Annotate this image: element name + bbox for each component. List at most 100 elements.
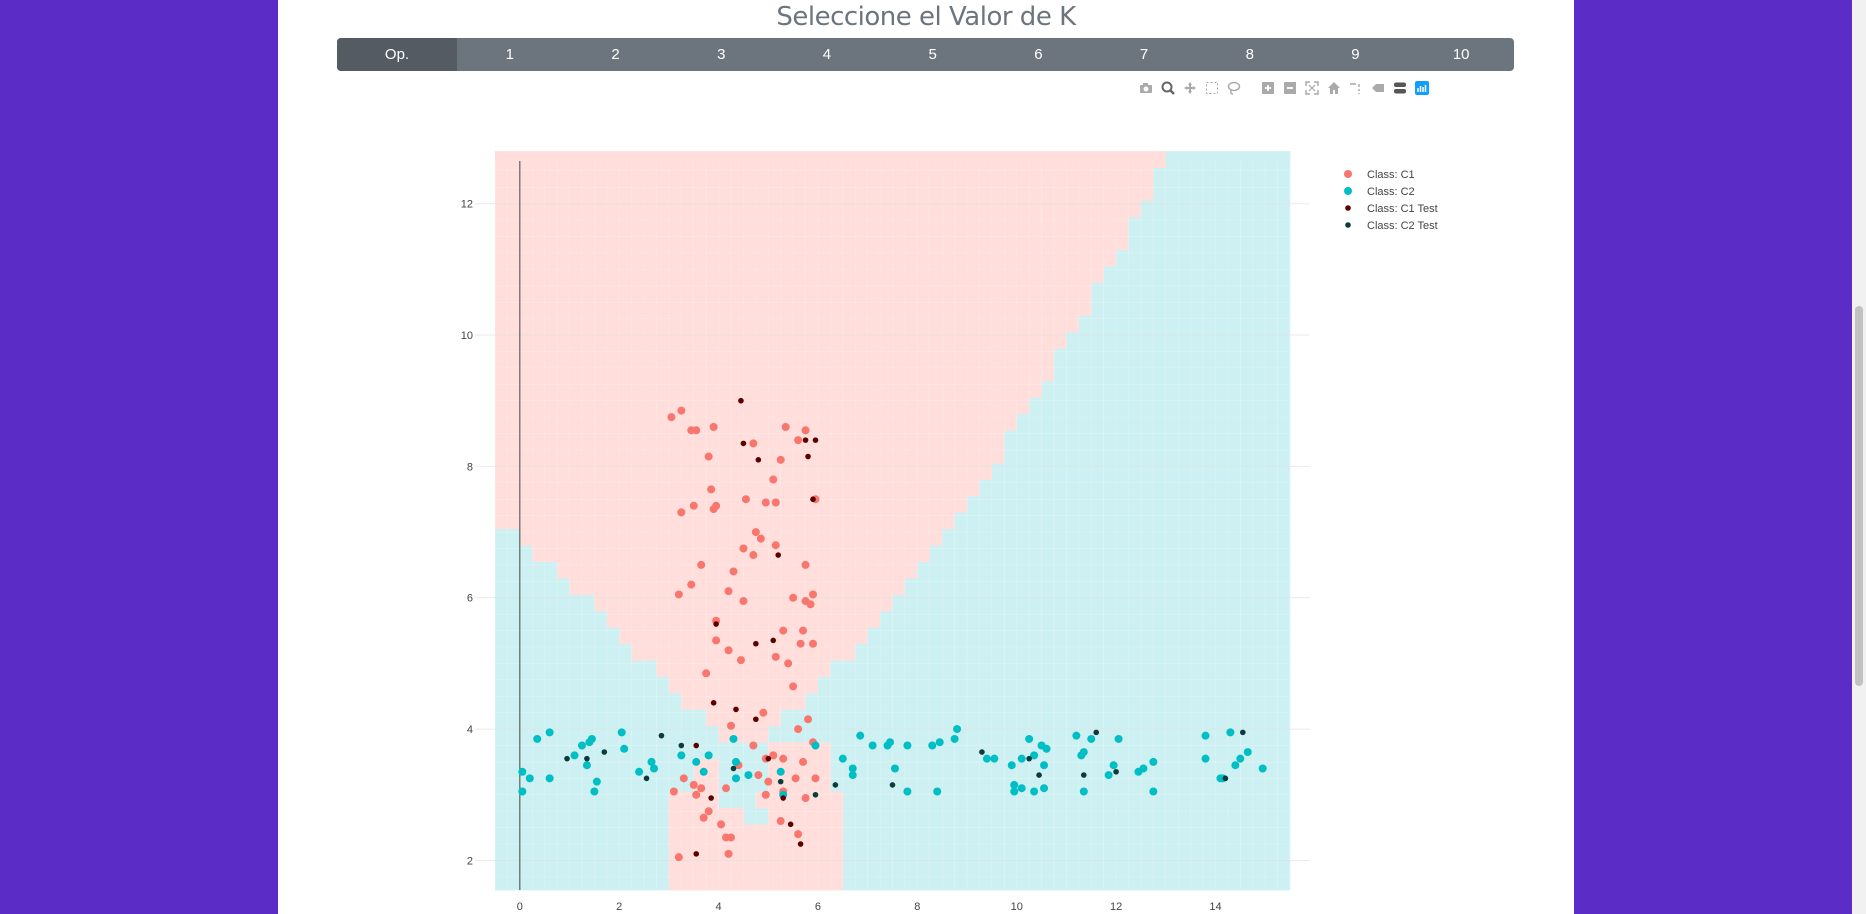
- scatter-point[interactable]: [779, 754, 788, 763]
- scatter-point[interactable]: [779, 626, 788, 635]
- scatter-point[interactable]: [620, 744, 629, 753]
- scatter-point[interactable]: [928, 741, 937, 750]
- legend-marker[interactable]: [1345, 222, 1351, 228]
- scatter-point[interactable]: [1017, 784, 1026, 793]
- scatter-point[interactable]: [741, 495, 750, 504]
- scatter-point[interactable]: [799, 757, 808, 766]
- scatter-point[interactable]: [650, 764, 658, 773]
- scatter-point[interactable]: [933, 787, 942, 796]
- scatter-point[interactable]: [1236, 754, 1245, 763]
- legend-marker[interactable]: [1344, 170, 1352, 178]
- scatter-point[interactable]: [518, 787, 527, 796]
- scatter-point[interactable]: [577, 741, 586, 750]
- scatter-point[interactable]: [689, 501, 698, 510]
- scatter-point[interactable]: [545, 728, 554, 737]
- scatter-point[interactable]: [692, 426, 701, 435]
- scatter-point[interactable]: [1149, 787, 1158, 796]
- scatter-point[interactable]: [1226, 728, 1235, 737]
- scatter-point[interactable]: [903, 787, 912, 796]
- scatter-point[interactable]: [770, 637, 777, 644]
- scatter-point[interactable]: [731, 757, 740, 766]
- scatter-point[interactable]: [1030, 787, 1039, 796]
- scatter-point[interactable]: [677, 751, 686, 760]
- scatter-point[interactable]: [658, 732, 665, 739]
- scatter-point[interactable]: [1040, 784, 1049, 793]
- scatter-point[interactable]: [776, 455, 785, 464]
- scatter-point[interactable]: [950, 734, 959, 743]
- scatter-point[interactable]: [729, 567, 738, 576]
- legend-label[interactable]: Class: C2: [1367, 186, 1415, 198]
- scatter-point[interactable]: [617, 728, 626, 737]
- k-option-button-10[interactable]: 10: [1452, 46, 1470, 63]
- scatter-point[interactable]: [811, 741, 820, 750]
- scatter-point[interactable]: [761, 790, 770, 799]
- scatter-point[interactable]: [806, 600, 815, 609]
- scatter-point[interactable]: [903, 741, 912, 750]
- scatter-point[interactable]: [643, 775, 650, 782]
- scatter-point[interactable]: [1114, 734, 1123, 743]
- scatter-point[interactable]: [771, 498, 780, 507]
- scatter-point[interactable]: [1010, 780, 1019, 789]
- scatter-point[interactable]: [802, 437, 809, 443]
- scatter-point[interactable]: [584, 755, 590, 762]
- scatter-point[interactable]: [699, 813, 708, 822]
- scatter-point[interactable]: [545, 774, 554, 783]
- scatter-point[interactable]: [776, 817, 785, 826]
- scatter-point[interactable]: [1025, 734, 1034, 743]
- scatter-point[interactable]: [979, 749, 985, 755]
- scatter-point[interactable]: [1239, 729, 1246, 736]
- scatter-point[interactable]: [809, 590, 817, 599]
- scatter-point[interactable]: [754, 771, 763, 780]
- scatter-point[interactable]: [801, 426, 810, 435]
- lasso-icon[interactable]: [1226, 80, 1242, 96]
- scatter-point[interactable]: [518, 767, 527, 776]
- scatter-point[interactable]: [677, 406, 686, 415]
- k-option-button-1[interactable]: 1: [505, 46, 515, 63]
- scatter-point[interactable]: [990, 754, 999, 763]
- scatter-point[interactable]: [1109, 761, 1118, 770]
- scatter-point[interactable]: [1087, 734, 1096, 743]
- scatter-point[interactable]: [1104, 771, 1113, 780]
- scatter-point[interactable]: [587, 734, 596, 743]
- scatter-point[interactable]: [704, 751, 713, 760]
- scatter-point[interactable]: [582, 761, 591, 770]
- scatter-point[interactable]: [693, 742, 700, 749]
- scatter-point[interactable]: [707, 485, 716, 494]
- scatter-point[interactable]: [729, 734, 738, 743]
- scatter-point[interactable]: [692, 790, 701, 799]
- scatter-point[interactable]: [1243, 748, 1252, 757]
- scatter-point[interactable]: [1231, 761, 1240, 770]
- scatter-point[interactable]: [886, 738, 895, 747]
- scatter-point[interactable]: [868, 741, 877, 750]
- scatter-point[interactable]: [780, 795, 786, 801]
- scatter-point[interactable]: [794, 436, 803, 445]
- scatter-point[interactable]: [733, 706, 739, 713]
- scatter-point[interactable]: [713, 621, 719, 627]
- scatter-point[interactable]: [712, 501, 721, 510]
- scatter-point[interactable]: [744, 771, 753, 780]
- scatter-point[interactable]: [805, 453, 811, 460]
- scatter-point[interactable]: [1042, 744, 1051, 753]
- legend-label[interactable]: Class: C2 Test: [1367, 220, 1438, 232]
- legend-label[interactable]: Class: C1 Test: [1367, 203, 1438, 215]
- spike-lines-icon[interactable]: [1348, 80, 1364, 96]
- scatter-point[interactable]: [890, 764, 899, 773]
- scatter-point[interactable]: [1026, 755, 1032, 762]
- scatter-point[interactable]: [667, 413, 676, 422]
- scatter-point[interactable]: [764, 777, 773, 786]
- scatter-point[interactable]: [794, 725, 803, 734]
- scatter-point[interactable]: [749, 741, 758, 750]
- k-option-button-3[interactable]: 3: [717, 46, 726, 63]
- scatter-point[interactable]: [647, 757, 656, 766]
- scatter-point[interactable]: [1072, 731, 1081, 740]
- plotly-logo-icon[interactable]: [1414, 80, 1430, 96]
- scatter-point[interactable]: [1149, 757, 1158, 766]
- scatter-point[interactable]: [709, 422, 718, 431]
- scatter-point[interactable]: [1017, 754, 1026, 763]
- scatter-point[interactable]: [797, 841, 804, 847]
- scatter-point[interactable]: [761, 498, 770, 507]
- scatter-point[interactable]: [749, 551, 758, 560]
- scatter-point[interactable]: [678, 742, 685, 749]
- scatter-point[interactable]: [704, 452, 713, 461]
- scatter-point[interactable]: [1258, 764, 1267, 773]
